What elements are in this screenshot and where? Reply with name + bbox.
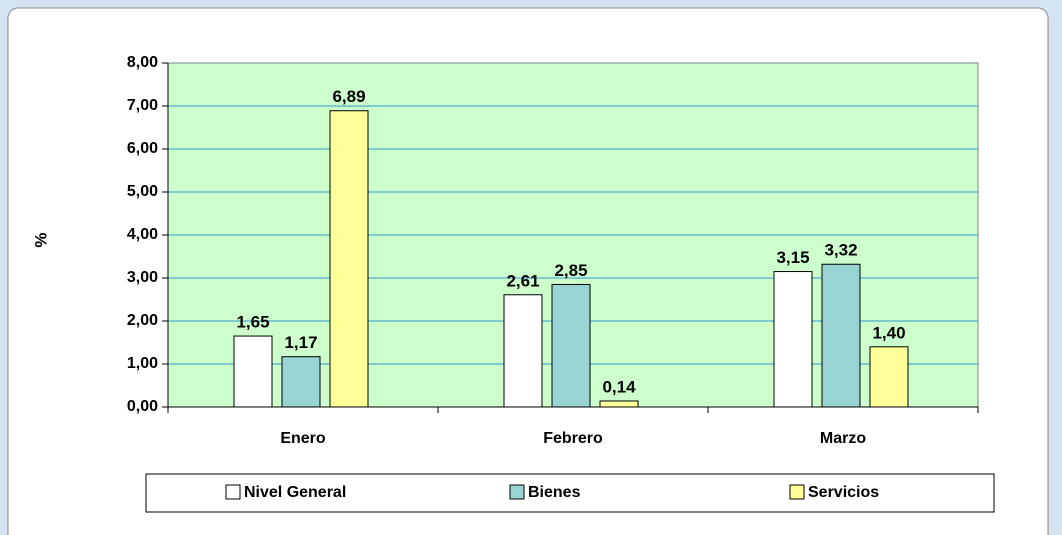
legend-swatch	[509, 484, 525, 500]
y-tick-label: 4,00	[127, 226, 158, 243]
value-label: 1,17	[284, 333, 317, 352]
legend-box	[145, 473, 995, 513]
value-label: 3,32	[824, 241, 857, 260]
value-label: 0,14	[602, 377, 636, 396]
y-tick-label: 8,00	[127, 54, 158, 71]
y-tick-label: 1,00	[127, 355, 158, 372]
y-tick-label: 7,00	[127, 97, 158, 114]
bar	[821, 263, 861, 408]
bar	[503, 294, 543, 408]
legend-swatch	[225, 484, 241, 500]
y-tick-label: 6,00	[127, 140, 158, 157]
bar	[773, 271, 813, 408]
value-label: 1,40	[872, 323, 905, 342]
legend-swatch	[789, 484, 805, 500]
legend-label: Servicios	[808, 484, 879, 501]
value-label: 6,89	[332, 87, 365, 106]
bar	[281, 356, 321, 408]
bar	[233, 335, 273, 408]
x-tick-label: Febrero	[543, 430, 603, 447]
y-axis-label: %	[31, 232, 50, 247]
bar	[329, 110, 369, 408]
bar	[869, 346, 909, 408]
bar	[599, 400, 639, 408]
y-tick-label: 3,00	[127, 269, 158, 286]
value-label: 2,61	[506, 271, 539, 290]
value-label: 3,15	[776, 248, 809, 267]
y-tick-label: 5,00	[127, 183, 158, 200]
x-tick-label: Marzo	[820, 430, 866, 447]
legend-label: Nivel General	[244, 484, 346, 501]
y-tick-label: 0,00	[127, 398, 158, 415]
bar	[551, 283, 591, 408]
legend-label: Bienes	[528, 484, 581, 501]
x-tick-label: Enero	[280, 430, 326, 447]
value-label: 2,85	[554, 261, 587, 280]
value-label: 1,65	[236, 313, 269, 332]
y-tick-label: 2,00	[127, 312, 158, 329]
